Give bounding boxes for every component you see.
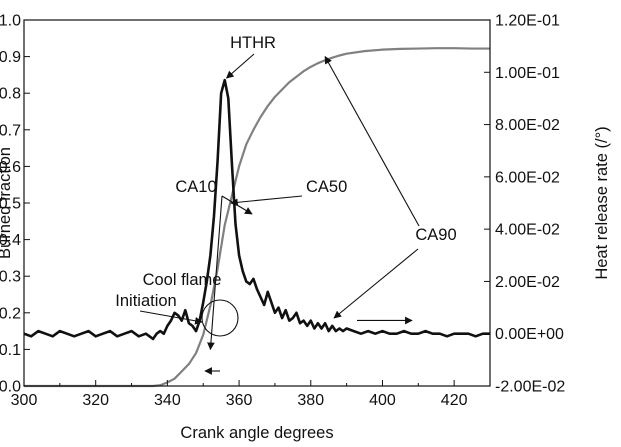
y-right-tick-label: -2.00E-02: [495, 379, 565, 396]
y-left-tick-label: 0.4: [0, 232, 21, 249]
heat-release-rate-line: [23, 78, 490, 341]
y-right-tick-label: 2.00E-02: [495, 274, 560, 291]
annotation-layer: HTHR CA10 CA50 CA90 Cool flame Initiation: [115, 34, 457, 375]
annotation-ca50-arrow: [230, 195, 303, 207]
y-left-tick-label: 1.0: [0, 13, 21, 30]
x-tick-label: 420: [441, 392, 468, 409]
x-axis-title: Crank angle degrees: [180, 424, 333, 442]
y-right-tick-label: 1.20E-01: [495, 13, 560, 30]
x-tick-label: 300: [11, 392, 38, 409]
annotation-initiation-arrow: [139, 310, 203, 325]
y-left-tick-label: 0.5: [0, 196, 21, 213]
y-right-axis-title: Heat release rate (/°): [593, 126, 611, 279]
annotation-cool-flame: Cool flame: [143, 271, 222, 289]
y-left-tick-label: 0.6: [0, 159, 21, 176]
axes: 300 320 340 360 380 400 420 0.0 0.1 0.2 0.3 0.4 0.5 0…: [0, 13, 611, 443]
annotation-ca10: CA10: [175, 178, 216, 196]
x-tick-label: 380: [297, 392, 324, 409]
y-right-tick-label: 0.00E+00: [495, 326, 564, 343]
y-left-tick-label: 0.1: [0, 342, 21, 359]
y-right-tick-label: 4.00E-02: [495, 222, 560, 239]
burned-fraction-line: [24, 47, 490, 388]
plot-frame: [23, 19, 491, 387]
x-tick-label: 400: [369, 392, 396, 409]
annotation-hthr: HTHR: [230, 34, 276, 52]
annotation-ca90-arrow-1: [324, 55, 420, 227]
x-tick-label: 320: [82, 392, 109, 409]
y-left-tick-label: 0.7: [0, 122, 21, 139]
y-right-tick-label: 6.00E-02: [495, 169, 560, 186]
x-tick-label: 360: [226, 392, 253, 409]
annotation-initiation: Initiation: [115, 292, 176, 310]
y-left-tick-label: 0.9: [0, 49, 21, 66]
y-left-tick-label: 0.0: [0, 379, 21, 396]
annotation-ca10-arrow-2: [221, 195, 253, 215]
annotation-hthr-arrow: [225, 53, 255, 79]
y-left-tick-label: 0.3: [0, 269, 21, 286]
plot-area: [23, 47, 490, 388]
annotation-ca90: CA90: [415, 226, 456, 244]
annotation-ca10-arrow-1: [207, 195, 223, 351]
y-left-tick-label: 0.8: [0, 86, 21, 103]
annotation-ca90-arrow-2: [333, 248, 419, 319]
annotation-ca50: CA50: [306, 178, 347, 196]
y-left-axis-title: Burned fraction: [0, 147, 14, 259]
y-left-tick-label: 0.2: [0, 305, 21, 322]
y-right-tick-label: 8.00E-02: [495, 117, 560, 134]
y-right-tick-label: 1.00E-01: [495, 65, 560, 82]
x-tick-label: 340: [154, 392, 181, 409]
